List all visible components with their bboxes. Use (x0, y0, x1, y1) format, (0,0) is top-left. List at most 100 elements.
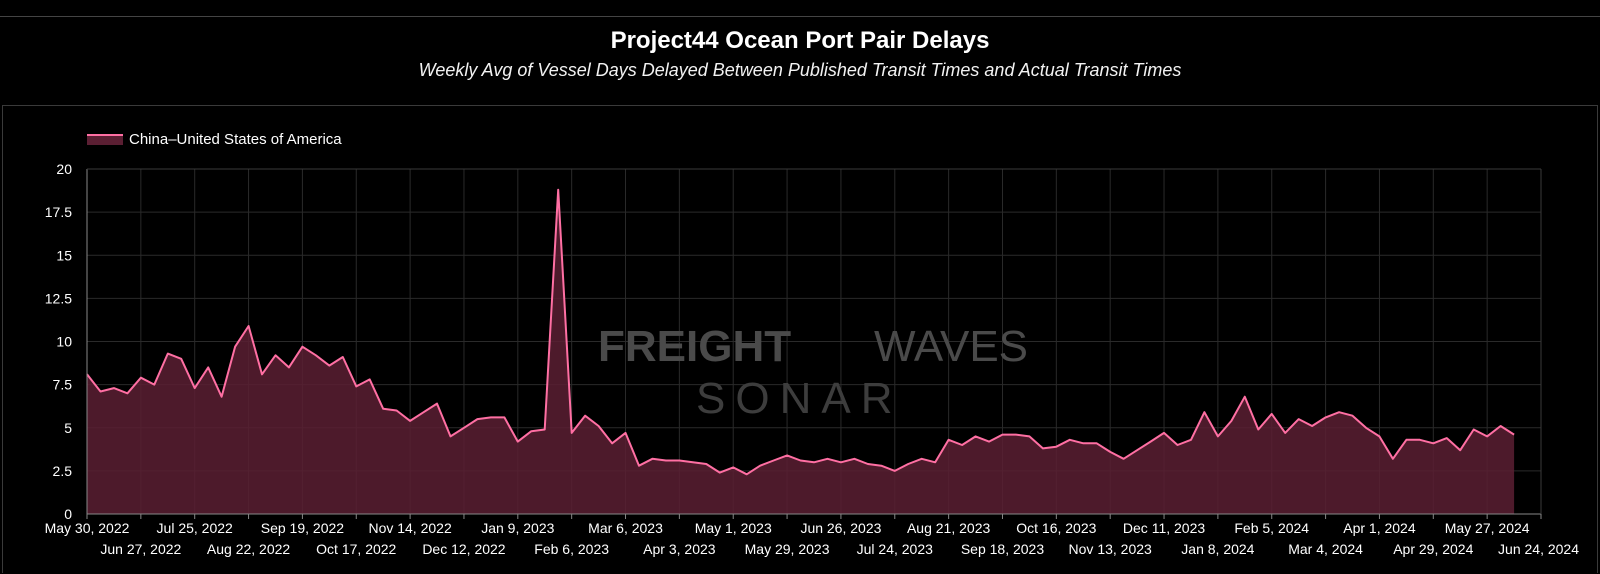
data-point[interactable] (408, 419, 412, 423)
data-point[interactable] (597, 424, 601, 428)
data-point[interactable] (839, 460, 843, 464)
data-point[interactable] (1256, 427, 1260, 431)
data-point[interactable] (1243, 395, 1247, 399)
data-point[interactable] (785, 453, 789, 457)
data-point[interactable] (1351, 414, 1355, 418)
data-point[interactable] (206, 365, 210, 369)
chart-legend[interactable]: China–United States of America (87, 131, 342, 148)
data-point[interactable] (1445, 436, 1449, 440)
data-point[interactable] (1512, 433, 1516, 437)
data-point[interactable] (772, 459, 776, 463)
data-point[interactable] (529, 429, 533, 433)
data-point[interactable] (341, 355, 345, 359)
data-point[interactable] (247, 324, 251, 328)
data-point[interactable] (1014, 433, 1018, 437)
data-point[interactable] (1364, 426, 1368, 430)
data-point[interactable] (327, 364, 331, 368)
data-point[interactable] (1041, 446, 1045, 450)
data-point[interactable] (691, 460, 695, 464)
data-point[interactable] (462, 426, 466, 430)
data-point[interactable] (193, 386, 197, 390)
data-point[interactable] (1499, 424, 1503, 428)
data-point[interactable] (139, 376, 143, 380)
data-point[interactable] (974, 434, 978, 438)
data-point[interactable] (260, 372, 264, 376)
data-point[interactable] (624, 431, 628, 435)
data-point[interactable] (300, 345, 304, 349)
data-point[interactable] (1310, 424, 1314, 428)
data-point[interactable] (287, 365, 291, 369)
data-point[interactable] (1324, 415, 1328, 419)
data-point[interactable] (1135, 448, 1139, 452)
data-point[interactable] (866, 462, 870, 466)
data-point[interactable] (1485, 434, 1489, 438)
data-point[interactable] (987, 440, 991, 444)
data-point[interactable] (1297, 417, 1301, 421)
data-point[interactable] (1458, 448, 1462, 452)
data-point[interactable] (475, 417, 479, 421)
data-point[interactable] (422, 410, 426, 414)
data-point[interactable] (879, 464, 883, 468)
data-point[interactable] (1081, 441, 1085, 445)
data-point[interactable] (1095, 441, 1099, 445)
data-point[interactable] (1283, 431, 1287, 435)
data-point[interactable] (395, 409, 399, 413)
data-point[interactable] (543, 427, 547, 431)
data-point[interactable] (1176, 443, 1180, 447)
data-point[interactable] (1189, 438, 1193, 442)
data-point[interactable] (354, 384, 358, 388)
data-point[interactable] (920, 457, 924, 461)
data-point[interactable] (799, 459, 803, 463)
data-point[interactable] (718, 471, 722, 475)
data-point[interactable] (1122, 457, 1126, 461)
data-point[interactable] (381, 407, 385, 411)
data-point[interactable] (1229, 419, 1233, 423)
data-point[interactable] (933, 460, 937, 464)
data-point[interactable] (1149, 440, 1153, 444)
data-point[interactable] (893, 469, 897, 473)
data-point[interactable] (731, 465, 735, 469)
data-point[interactable] (1027, 434, 1031, 438)
data-point[interactable] (489, 415, 493, 419)
data-point[interactable] (637, 464, 641, 468)
data-point[interactable] (1418, 438, 1422, 442)
data-point[interactable] (704, 462, 708, 466)
data-point[interactable] (556, 188, 560, 192)
data-point[interactable] (852, 457, 856, 461)
data-point[interactable] (314, 353, 318, 357)
data-point[interactable] (435, 402, 439, 406)
data-point[interactable] (1377, 434, 1381, 438)
data-point[interactable] (825, 457, 829, 461)
data-point[interactable] (1404, 438, 1408, 442)
data-point[interactable] (1337, 410, 1341, 414)
data-point[interactable] (502, 415, 506, 419)
data-point[interactable] (664, 459, 668, 463)
data-point[interactable] (1270, 412, 1274, 416)
data-point[interactable] (516, 440, 520, 444)
data-point[interactable] (98, 390, 102, 394)
data-point[interactable] (1000, 433, 1004, 437)
data-point[interactable] (152, 383, 156, 387)
data-point[interactable] (1054, 445, 1058, 449)
data-point[interactable] (112, 386, 116, 390)
data-point[interactable] (906, 462, 910, 466)
data-point[interactable] (1431, 441, 1435, 445)
data-point[interactable] (273, 353, 277, 357)
data-point[interactable] (1216, 434, 1220, 438)
data-point[interactable] (166, 352, 170, 356)
data-point[interactable] (960, 443, 964, 447)
data-point[interactable] (233, 345, 237, 349)
data-point[interactable] (570, 431, 574, 435)
data-point[interactable] (1202, 410, 1206, 414)
data-point[interactable] (1162, 431, 1166, 435)
data-point[interactable] (745, 472, 749, 476)
data-point[interactable] (1068, 438, 1072, 442)
data-point[interactable] (449, 434, 453, 438)
data-point[interactable] (812, 460, 816, 464)
data-point[interactable] (179, 357, 183, 361)
data-point[interactable] (1472, 427, 1476, 431)
data-point[interactable] (947, 438, 951, 442)
data-point[interactable] (125, 391, 129, 395)
data-point[interactable] (220, 395, 224, 399)
data-point[interactable] (1391, 457, 1395, 461)
